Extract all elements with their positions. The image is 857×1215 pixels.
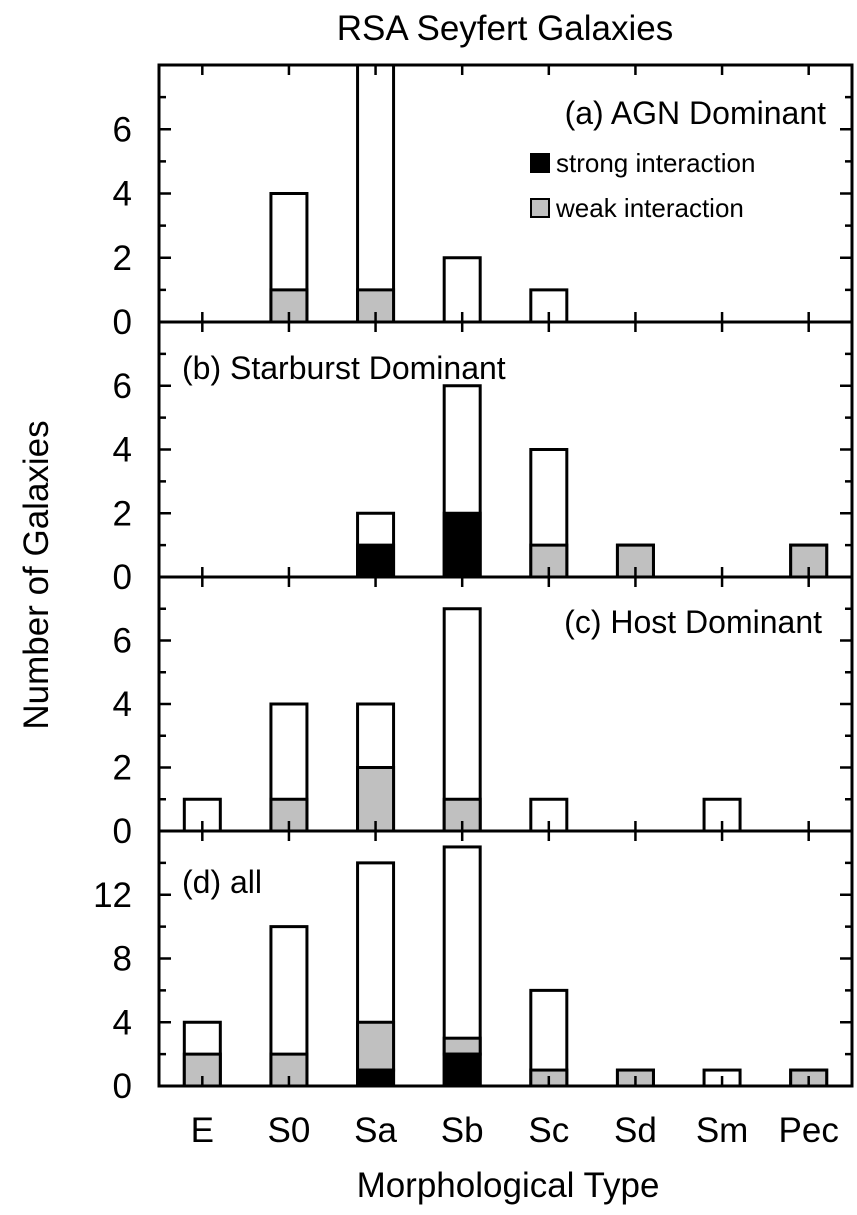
legend-label-weak: weak interaction	[555, 193, 744, 223]
y-tick-label: 6	[113, 367, 132, 406]
y-tick-label: 2	[113, 494, 132, 533]
panel-label: (c) Host Dominant	[564, 604, 822, 640]
chart-title: RSA Seyfert Galaxies	[337, 9, 674, 48]
x-axis-label: Morphological Type	[357, 1166, 660, 1205]
y-tick-label: 2	[113, 239, 132, 278]
y-tick-label: 8	[113, 940, 132, 979]
y-axis-label: Number of Galaxies	[17, 420, 56, 729]
y-tick-label: 6	[113, 622, 132, 661]
y-tick-label: 2	[113, 749, 132, 788]
y-tick-label: 12	[93, 876, 132, 915]
y-tick-label: 0	[113, 303, 132, 342]
x-tick-label-E: E	[191, 1111, 214, 1150]
panels: 0 2 4 6 (a) AGN Dominant 0 2 4 6 (b) Starburst Do…	[93, 63, 854, 1150]
bar-weak-Sa	[356, 766, 396, 833]
panel-1: 0 2 4 6 (a) AGN Dominant	[113, 63, 854, 342]
y-tick-label: 0	[113, 1067, 132, 1106]
panel-label: (a) AGN Dominant	[565, 95, 827, 131]
y-tick-label: 0	[113, 812, 132, 851]
legend-label-strong: strong interaction	[556, 148, 755, 178]
y-tick-label: 4	[113, 175, 132, 214]
y-tick-label: 4	[113, 431, 132, 470]
x-tick-label-Sa: Sa	[354, 1111, 397, 1150]
panel-label: (d) all	[182, 864, 262, 900]
x-tick-label-Pec: Pec	[779, 1111, 839, 1150]
x-tick-label-Sb: Sb	[441, 1111, 484, 1150]
legend-swatch-weak	[530, 198, 550, 218]
legend-swatch-strong	[530, 153, 550, 173]
y-tick-label: 6	[113, 110, 132, 149]
panel-2: 0 2 4 6 (b) Starburst Dominant	[113, 320, 854, 597]
panel-frame	[157, 829, 854, 1088]
panel-label: (b) Starburst Dominant	[182, 350, 506, 386]
bar-weak-Sb	[442, 1036, 482, 1056]
x-tick-label-Sm: Sm	[696, 1111, 749, 1150]
legend: strong interaction weak interaction	[530, 148, 755, 223]
x-tick-label-Sc: Sc	[528, 1111, 569, 1150]
bar-weak-Sa	[356, 1020, 396, 1072]
y-tick-label: 4	[113, 685, 132, 724]
y-tick-label: 0	[113, 558, 132, 597]
bar-total-Sb	[442, 607, 482, 833]
x-tick-label-Sd: Sd	[614, 1111, 657, 1150]
panel-4: 0 4 8 12 (d) all	[93, 829, 854, 1106]
bar-total-Sa	[356, 63, 396, 324]
panel-3: 0 2 4 6 (c) Host Dominant	[113, 575, 854, 851]
y-tick-label: 4	[113, 1003, 132, 1042]
x-tick-label-S0: S0	[268, 1111, 311, 1150]
